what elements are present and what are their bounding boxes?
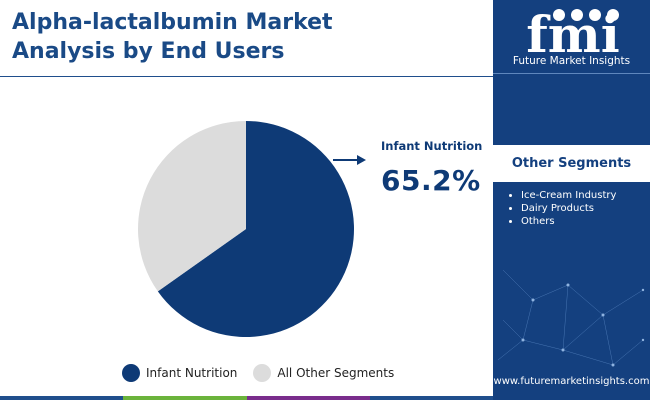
bottom-color-bar (0, 396, 493, 400)
logo-caption: Future Market Insights (512, 55, 631, 67)
network-decoration (497, 269, 645, 367)
legend-swatch (253, 364, 272, 382)
title-divider (0, 76, 493, 77)
title-line-2: Analysis by End Users (12, 39, 285, 64)
other-segments-title: Other Segments (493, 145, 650, 182)
website-url: www.futuremarketinsights.com (493, 376, 650, 387)
pie-slice-all-other-segments (138, 121, 246, 292)
legend-label: All Other Segments (277, 366, 395, 380)
segment-item: Others (509, 215, 616, 228)
callout-value: 65.2% (381, 164, 481, 197)
sidebar-divider (493, 73, 650, 74)
chart-legend: Infant Nutrition All Other Segments (122, 362, 400, 384)
other-segments-list: Ice-Cream Industry Dairy Products Others (509, 189, 616, 228)
page-title: Alpha-lactalbumin Market Analysis by End… (12, 8, 482, 66)
legend-item-infant-nutrition: Infant Nutrition (122, 364, 237, 382)
title-line-1: Alpha-lactalbumin Market (12, 10, 333, 35)
fmi-logo: fmi (526, 6, 619, 64)
pie-slice-infant-nutrition (157, 121, 355, 337)
sidebar-panel: fmi Future Market Insights Other Segment… (493, 0, 650, 400)
legend-label: Infant Nutrition (146, 366, 238, 380)
callout-label: Infant Nutrition (381, 139, 483, 153)
legend-swatch (122, 364, 140, 382)
segment-item: Ice-Cream Industry (509, 189, 616, 202)
pie-chart (138, 121, 366, 337)
legend-item-other-segments: All Other Segments (253, 364, 394, 382)
callout-arrow (333, 155, 366, 165)
segment-item: Dairy Products (509, 202, 616, 215)
